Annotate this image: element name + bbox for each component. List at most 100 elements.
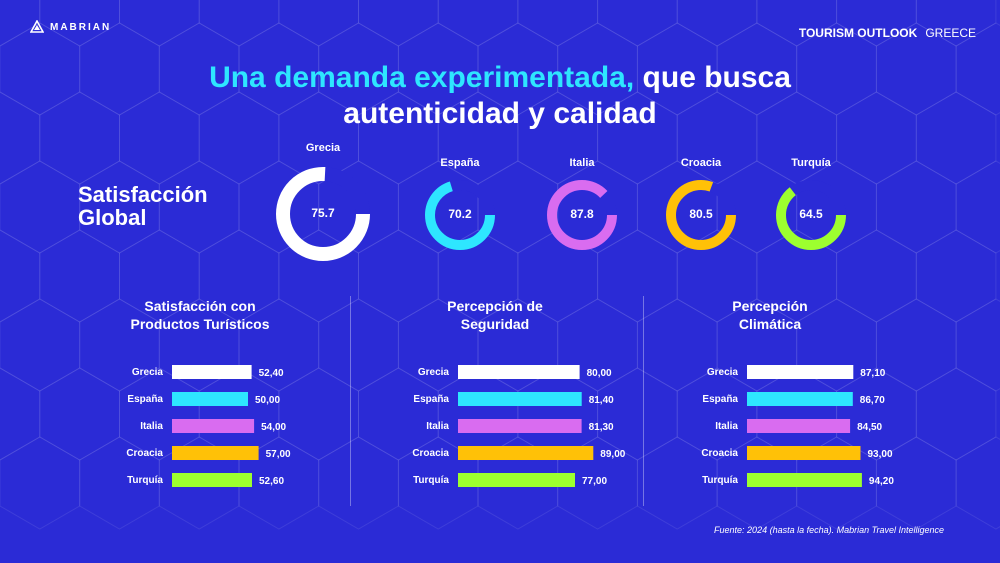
bar-category-label: España xyxy=(413,394,449,405)
bar-category-label: Turquía xyxy=(702,475,738,486)
bar xyxy=(458,392,582,406)
hexagon xyxy=(0,367,41,461)
bar-value-label: 57,00 xyxy=(266,449,291,460)
hexagon xyxy=(676,0,758,47)
hexagon xyxy=(79,22,160,116)
panel-title-seguridad-line2: Seguridad xyxy=(460,316,530,332)
panel-title-productos-line1: Satisfacción con xyxy=(144,298,256,314)
hexagon xyxy=(676,91,758,185)
bar-category-label: Turquía xyxy=(127,475,163,486)
hexagon xyxy=(557,436,638,530)
donut-country-label: Turquía xyxy=(791,157,831,169)
bar-panel-1: Grecia 80,00 España 81,40 Italia 81,30 Croacia… xyxy=(412,365,626,487)
hexagon xyxy=(39,91,120,185)
bar xyxy=(458,365,580,379)
hexagon xyxy=(437,91,519,185)
hexagon xyxy=(79,298,160,392)
bar-category-label: Italia xyxy=(140,421,163,432)
hexagon xyxy=(636,298,718,392)
hexagon xyxy=(915,0,997,47)
bar-category-label: España xyxy=(127,394,163,405)
bar-value-label: 77,00 xyxy=(582,476,607,487)
bar xyxy=(172,392,248,406)
hexagon xyxy=(318,22,399,116)
hexagon xyxy=(119,91,200,185)
bar xyxy=(747,365,854,379)
hexagon xyxy=(397,436,479,530)
hexagon xyxy=(875,22,957,116)
hexagon xyxy=(0,436,81,530)
hexagon xyxy=(875,160,957,254)
bar xyxy=(747,419,851,433)
hexagon xyxy=(39,367,120,461)
bar-category-label: Turquía xyxy=(413,475,449,486)
hexagon xyxy=(278,0,359,47)
panel-title-productos-line2: Productos Turísticos xyxy=(130,316,270,332)
hexagon xyxy=(0,0,41,47)
bar-category-label: Croacia xyxy=(412,448,449,459)
bar-category-label: Grecia xyxy=(132,367,164,378)
hexagon xyxy=(517,0,599,47)
hexagon xyxy=(597,0,678,47)
donut-value-label: 64.5 xyxy=(799,207,823,221)
donut-value-label: 70.2 xyxy=(448,207,472,221)
hexagon xyxy=(716,22,798,116)
panel-divider-1 xyxy=(350,296,351,506)
report-label-bold: TOURISM OUTLOOK xyxy=(798,26,918,40)
bar xyxy=(172,419,255,433)
hexagon xyxy=(318,298,399,392)
report-label-country: GREECE xyxy=(925,26,976,40)
panel-title-seguridad-line1: Percepción de xyxy=(447,298,543,314)
donut-value-label: 80.5 xyxy=(689,207,713,221)
hexagon xyxy=(238,160,320,254)
hexagon xyxy=(836,229,917,323)
hexagon xyxy=(358,0,439,47)
hexagon xyxy=(875,436,957,530)
hexagon xyxy=(437,0,519,47)
bar xyxy=(172,473,252,487)
hexagon xyxy=(955,436,1000,530)
hexagon xyxy=(756,229,838,323)
bar-value-label: 89,00 xyxy=(600,449,625,460)
slide-title: Una demanda experimentada, que busca aut… xyxy=(0,60,1000,132)
hexagon xyxy=(597,367,678,461)
hexagon xyxy=(358,91,439,185)
hexagon xyxy=(836,0,917,47)
hexagon xyxy=(636,160,718,254)
hexagon xyxy=(119,0,200,47)
hexagon xyxy=(955,298,1000,392)
bar xyxy=(747,392,853,406)
bar-value-label: 81,40 xyxy=(589,395,614,406)
hexagon xyxy=(397,22,479,116)
hexagon xyxy=(0,91,41,185)
bar xyxy=(172,446,259,460)
panel-title-climatica: Percepción Climática xyxy=(650,297,890,333)
bar xyxy=(458,419,582,433)
hexagon xyxy=(39,229,120,323)
panel-title-climatica-line1: Percepción xyxy=(732,298,808,314)
title-accent: Una demanda experimentada, xyxy=(209,61,635,94)
hexagon xyxy=(278,367,359,461)
hexagon xyxy=(0,298,81,392)
bar-panel-2: Grecia 87,10 España 86,70 Italia 84,50 Croacia… xyxy=(701,365,894,487)
hexagon xyxy=(597,229,678,323)
satisfaction-label-line1: Satisfacción xyxy=(78,182,208,207)
hexagon xyxy=(198,91,280,185)
brand-logo: MABRIAN xyxy=(30,20,111,34)
bar-value-label: 54,00 xyxy=(261,422,286,433)
bar-value-label: 87,10 xyxy=(860,368,885,379)
source-note: Fuente: 2024 (hasta la fecha). Mabrian T… xyxy=(714,525,944,535)
hexagon xyxy=(278,91,359,185)
hexagon xyxy=(915,91,997,185)
hexagon xyxy=(238,22,320,116)
hexagon xyxy=(836,367,917,461)
bar-category-label: Croacia xyxy=(701,448,738,459)
hexagon xyxy=(955,160,1000,254)
bar xyxy=(747,446,861,460)
hexagon xyxy=(875,298,957,392)
bar-category-label: España xyxy=(702,394,738,405)
donut-arc-1 xyxy=(425,180,495,250)
donut-arc-3 xyxy=(666,180,736,250)
